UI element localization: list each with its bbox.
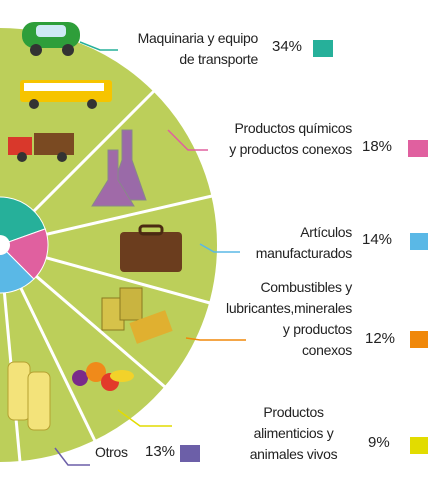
connectors [54, 41, 246, 466]
pie [0, 196, 49, 294]
category-label: Combustibles y lubricantes,minerales y p… [226, 279, 352, 358]
value-label: 13% [145, 443, 176, 460]
category-label: Productos alimenticios y animales vivos [249, 404, 338, 462]
category-label: Artículos manufacturados [255, 224, 353, 261]
value-label: 9% [368, 434, 390, 451]
value-label: 18% [362, 138, 393, 155]
category-label: Maquinaria y equipo de transporte [137, 30, 259, 67]
legend-swatch [410, 331, 428, 348]
value-label: 12% [365, 330, 396, 347]
pie-slice [0, 244, 35, 294]
value-label: 34% [272, 38, 303, 55]
icons [7, 22, 182, 431]
pie-slice [0, 228, 49, 280]
category-label: Productos químicos y productos conexos [229, 120, 352, 157]
legend-swatch [410, 437, 428, 454]
pie-hole [0, 235, 10, 255]
category-label: Otros [95, 444, 128, 460]
legend-swatch [180, 445, 200, 462]
legend-swatch [408, 140, 428, 157]
pie-slice [0, 196, 46, 246]
legend-swatch [313, 40, 333, 57]
legend-swatch [410, 233, 428, 250]
value-label: 14% [362, 231, 393, 248]
